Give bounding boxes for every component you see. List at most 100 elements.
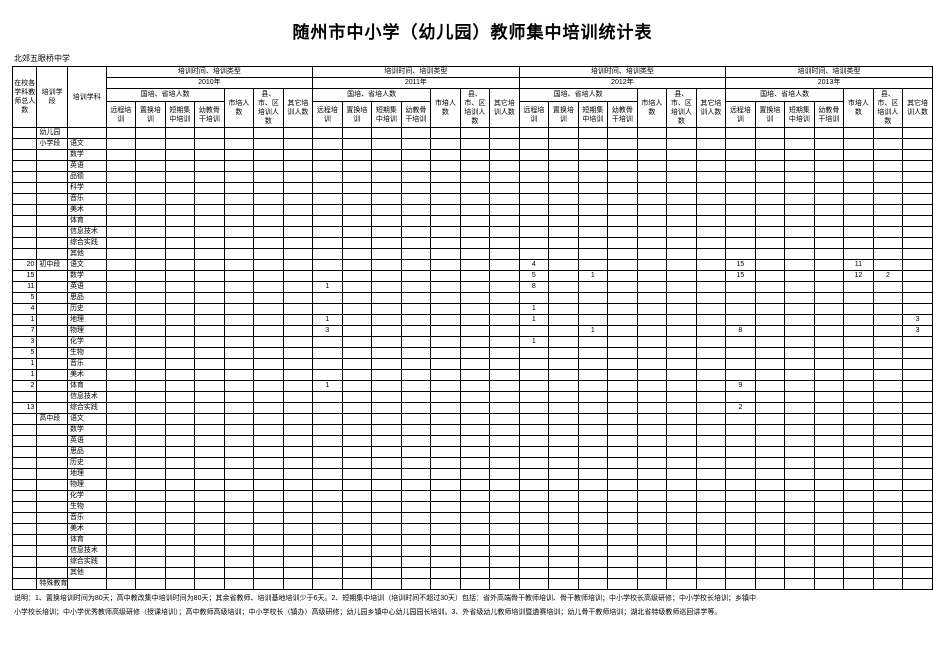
data-cell (490, 436, 520, 447)
data-cell (814, 205, 844, 216)
data-cell (637, 436, 667, 447)
data-cell (254, 183, 284, 194)
data-cell (873, 502, 903, 513)
hdr-guosheng-2013: 国培、省培人数 (726, 89, 844, 102)
subject-cell: 地理 (67, 315, 106, 326)
table-row: 1 地理 113 (13, 315, 933, 326)
data-cell (844, 579, 874, 590)
data-cell (903, 458, 933, 469)
stage-cell (37, 403, 68, 414)
data-cell (490, 282, 520, 293)
data-cell (490, 557, 520, 568)
data-cell (490, 392, 520, 403)
data-cell (313, 150, 343, 161)
data-cell (460, 392, 490, 403)
data-cell (431, 205, 461, 216)
data-cell (696, 579, 726, 590)
data-cell (224, 205, 254, 216)
data-cell (254, 227, 284, 238)
table-row: 科学 (13, 183, 933, 194)
data-cell (313, 348, 343, 359)
data-cell (195, 513, 225, 524)
data-cell (283, 304, 313, 315)
data-cell (254, 238, 284, 249)
stage-cell (37, 524, 68, 535)
subject-cell: 历史 (67, 458, 106, 469)
data-cell (696, 150, 726, 161)
data-cell (667, 447, 697, 458)
data-cell (165, 480, 195, 491)
data-cell (165, 348, 195, 359)
data-cell (726, 469, 756, 480)
data-cell (165, 403, 195, 414)
training-table: 在校各学科教师总人数 培训学段 培训学科 培训时间、培训类型 培训时间、培训类型… (12, 66, 933, 590)
data-cell (696, 469, 726, 480)
data-cell (254, 469, 284, 480)
data-cell (431, 524, 461, 535)
data-cell (785, 161, 815, 172)
data-cell (224, 513, 254, 524)
hdr-sub-yc-13: 远程培训 (726, 102, 756, 128)
data-cell (814, 128, 844, 139)
data-cell (814, 150, 844, 161)
data-cell: 9 (726, 381, 756, 392)
data-cell (578, 359, 608, 370)
data-cell (608, 227, 638, 238)
data-cell (637, 359, 667, 370)
data-cell (460, 150, 490, 161)
data-cell (578, 513, 608, 524)
data-cell (549, 436, 579, 447)
data-cell (785, 381, 815, 392)
data-cell (431, 557, 461, 568)
count-cell: 4 (13, 304, 37, 315)
data-cell (755, 469, 785, 480)
data-cell (726, 579, 756, 590)
data-cell (667, 568, 697, 579)
data-cell (814, 458, 844, 469)
data-cell (136, 216, 166, 227)
data-cell (431, 568, 461, 579)
data-cell (165, 205, 195, 216)
data-cell (903, 447, 933, 458)
data-cell (254, 293, 284, 304)
data-cell (313, 161, 343, 172)
data-cell (313, 337, 343, 348)
data-cell (431, 469, 461, 480)
data-cell (401, 128, 431, 139)
data-cell (342, 392, 372, 403)
data-cell (165, 458, 195, 469)
data-cell (873, 260, 903, 271)
data-cell (578, 260, 608, 271)
count-cell: 13 (13, 403, 37, 414)
data-cell (873, 183, 903, 194)
data-cell (755, 194, 785, 205)
data-cell (903, 205, 933, 216)
hdr-sub-zh-12: 置换培训 (549, 102, 579, 128)
data-cell (903, 502, 933, 513)
data-cell (637, 370, 667, 381)
data-cell (903, 557, 933, 568)
data-cell (106, 128, 136, 139)
data-cell (165, 579, 195, 590)
data-cell (401, 249, 431, 260)
data-cell (785, 579, 815, 590)
data-cell (873, 205, 903, 216)
data-cell (578, 458, 608, 469)
stage-cell (37, 227, 68, 238)
stage-cell (37, 513, 68, 524)
data-cell (431, 359, 461, 370)
data-cell (106, 304, 136, 315)
data-cell (106, 326, 136, 337)
data-cell (224, 458, 254, 469)
stage-cell (37, 194, 68, 205)
data-cell (254, 381, 284, 392)
data-cell (873, 403, 903, 414)
data-cell (696, 535, 726, 546)
data-cell (283, 139, 313, 150)
data-cell (637, 403, 667, 414)
data-cell (696, 524, 726, 535)
data-cell (460, 260, 490, 271)
data-cell (372, 293, 402, 304)
table-row: 其他 (13, 568, 933, 579)
data-cell (549, 271, 579, 282)
